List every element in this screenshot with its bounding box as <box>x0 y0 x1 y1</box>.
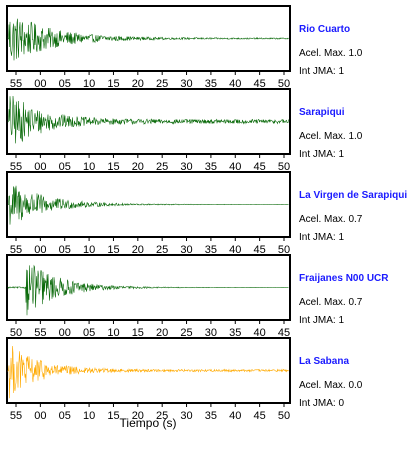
station-name: La Virgen de Sarapiqui <box>299 190 407 201</box>
x-tick-label: 35 <box>205 244 217 256</box>
max-acceleration-label: Acel. Max. 1.0 <box>299 48 363 59</box>
x-tick-label: 20 <box>132 410 144 422</box>
x-tick-label: 25 <box>156 78 168 90</box>
x-tick-label: 15 <box>107 410 119 422</box>
panels-group: 55 00 05 10 15 20 25 30 35 40 45 50 Rio Cuarto Acel. … <box>6 5 407 422</box>
x-tick-label: 05 <box>59 244 71 256</box>
x-tick-label: 40 <box>229 410 241 422</box>
x-tick-label: 55 <box>10 78 22 90</box>
panel-2: 55 00 05 10 15 20 25 30 35 40 45 50 Sarapiqui Acel. M… <box>6 88 363 173</box>
x-tick-label: 20 <box>132 244 144 256</box>
x-tick-label: 15 <box>107 244 119 256</box>
station-name: Sarapiqui <box>299 107 345 118</box>
jma-intensity-label: Int JMA: 1 <box>299 149 344 160</box>
x-tick-label: 20 <box>132 78 144 90</box>
x-tick-label: 20 <box>156 327 168 339</box>
x-tick-label: 55 <box>10 244 22 256</box>
waveform-trace <box>7 185 289 225</box>
x-tick-label: 10 <box>83 161 95 173</box>
x-tick-label: 40 <box>229 161 241 173</box>
x-tick-label: 55 <box>10 410 22 422</box>
x-tick-label: 45 <box>254 161 266 173</box>
max-acceleration-label: Acel. Max. 0.7 <box>299 297 363 308</box>
x-tick-label: 00 <box>59 327 71 339</box>
x-tick-label: 35 <box>205 410 217 422</box>
station-name: Fraijanes N00 UCR <box>299 273 389 284</box>
jma-intensity-label: Int JMA: 1 <box>299 315 344 326</box>
x-tick-label: 05 <box>59 161 71 173</box>
x-tick-label: 50 <box>278 78 290 90</box>
x-tick-label: 20 <box>132 161 144 173</box>
x-tick-label: 30 <box>180 244 192 256</box>
station-name: La Sabana <box>299 356 349 367</box>
waveform-trace <box>7 18 289 61</box>
x-tick-label: 15 <box>107 161 119 173</box>
x-tick-label: 10 <box>107 327 119 339</box>
x-tick-label: 00 <box>34 78 46 90</box>
panel-5: 55 00 05 10 15 20 25 30 35 40 45 50 La Sabana Acel. M… <box>6 337 363 422</box>
x-tick-label: 35 <box>205 161 217 173</box>
x-tick-label: 05 <box>83 327 95 339</box>
x-tick-label: 50 <box>278 410 290 422</box>
x-tick-label: 50 <box>278 244 290 256</box>
x-tick-label: 40 <box>254 327 266 339</box>
x-tick-label: 40 <box>229 244 241 256</box>
x-tick-label: 45 <box>254 244 266 256</box>
panel-1: 55 00 05 10 15 20 25 30 35 40 45 50 Rio Cuarto Acel. … <box>6 5 363 90</box>
x-tick-label: 50 <box>10 327 22 339</box>
x-tick-label: 30 <box>180 410 192 422</box>
x-tick-label: 10 <box>83 78 95 90</box>
x-tick-label: 30 <box>180 161 192 173</box>
x-tick-label: 10 <box>83 244 95 256</box>
x-tick-label: 10 <box>83 410 95 422</box>
jma-intensity-label: Int JMA: 0 <box>299 398 344 409</box>
x-tick-label: 25 <box>156 410 168 422</box>
x-tick-label: 00 <box>34 410 46 422</box>
x-tick-label: 45 <box>254 78 266 90</box>
x-tick-label: 35 <box>205 78 217 90</box>
x-tick-label: 05 <box>59 410 71 422</box>
x-tick-label: 15 <box>132 327 144 339</box>
jma-intensity-label: Int JMA: 1 <box>299 232 344 243</box>
x-tick-label: 25 <box>156 161 168 173</box>
jma-intensity-label: Int JMA: 1 <box>299 66 344 77</box>
waveform-trace <box>7 95 289 144</box>
x-tick-label: 55 <box>34 327 46 339</box>
station-name: Rio Cuarto <box>299 24 350 35</box>
x-tick-label: 40 <box>229 78 241 90</box>
x-tick-label: 30 <box>180 78 192 90</box>
max-acceleration-label: Acel. Max. 0.7 <box>299 214 363 225</box>
x-tick-label: 45 <box>254 410 266 422</box>
x-tick-label: 25 <box>180 327 192 339</box>
max-acceleration-label: Acel. Max. 1.0 <box>299 131 363 142</box>
x-tick-label: 25 <box>156 244 168 256</box>
x-axis-label: Tiempo (s) <box>120 416 177 430</box>
x-tick-label: 45 <box>278 327 290 339</box>
waveform-trace <box>7 264 289 316</box>
x-tick-label: 00 <box>34 244 46 256</box>
panel-4: 50 55 00 05 10 15 20 25 30 35 40 45 Fraijanes N00 UC… <box>6 254 389 339</box>
waveform-trace <box>7 345 289 399</box>
x-tick-label: 30 <box>205 327 217 339</box>
x-tick-label: 00 <box>34 161 46 173</box>
x-tick-label: 15 <box>107 78 119 90</box>
x-tick-label: 50 <box>278 161 290 173</box>
max-acceleration-label: Acel. Max. 0.0 <box>299 380 363 391</box>
x-tick-label: 05 <box>59 78 71 90</box>
panel-3: 55 00 05 10 15 20 25 30 35 40 45 50 La Virgen de Sar… <box>6 171 407 256</box>
x-tick-label: 55 <box>10 161 22 173</box>
x-tick-label: 35 <box>229 327 241 339</box>
